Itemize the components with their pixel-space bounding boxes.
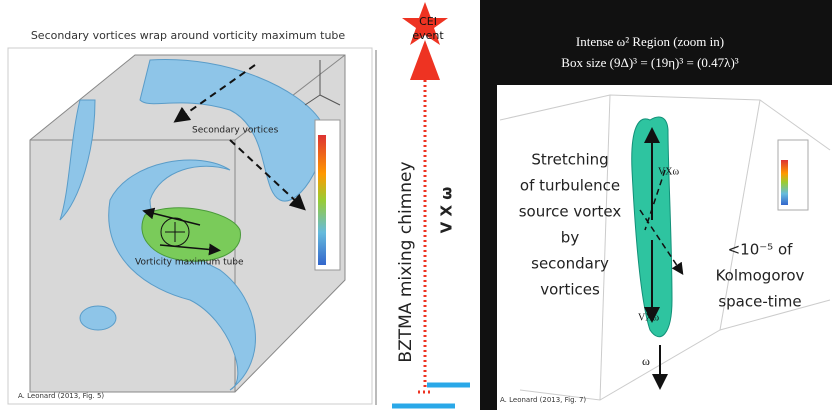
scale-line: space-time xyxy=(718,293,801,311)
stretching-line: of turbulence xyxy=(520,177,620,195)
box-size: Box size (9Δ)³ = (19η)³ = (0.47λ)³ xyxy=(561,55,739,70)
tube-label: Vorticity maximum tube xyxy=(135,258,244,268)
left-credit: A. Leonard (2013, Fig. 5) xyxy=(18,392,104,400)
figure: Secondary vortices wrap around vorticity… xyxy=(0,0,832,410)
right-panel: Intense ω² Region (zoom in) Box size (9Δ… xyxy=(480,0,832,410)
scale-line: <10⁻⁵ of xyxy=(728,241,794,259)
event-line: event xyxy=(412,29,444,42)
curl-label: V X ω xyxy=(438,187,456,234)
stretching-line: vortices xyxy=(540,281,600,299)
chimney-label: BZTMA mixing chimney xyxy=(396,161,416,362)
right-credit: A. Leonard (2013, Fig. 7) xyxy=(500,396,586,404)
right-title: Intense ω² Region (zoom in) xyxy=(576,34,724,49)
left-title: Secondary vortices wrap around vorticity… xyxy=(31,29,346,42)
omega-label: ω xyxy=(642,354,650,368)
curl-top: VXω xyxy=(658,166,679,177)
event-line: CEI xyxy=(419,15,437,28)
scale-line: Kolmogorov xyxy=(716,267,805,285)
stretching-line: source vortex xyxy=(519,203,622,221)
curl-bottom: VXω xyxy=(638,312,659,323)
stretching-line: by xyxy=(561,229,580,247)
secondary-label: Secondary vortices xyxy=(192,126,279,136)
left-panel: Secondary vortices wrap around vorticity… xyxy=(8,29,376,405)
stretching-line: secondary xyxy=(531,255,609,273)
stretching-line: Stretching xyxy=(531,151,608,169)
